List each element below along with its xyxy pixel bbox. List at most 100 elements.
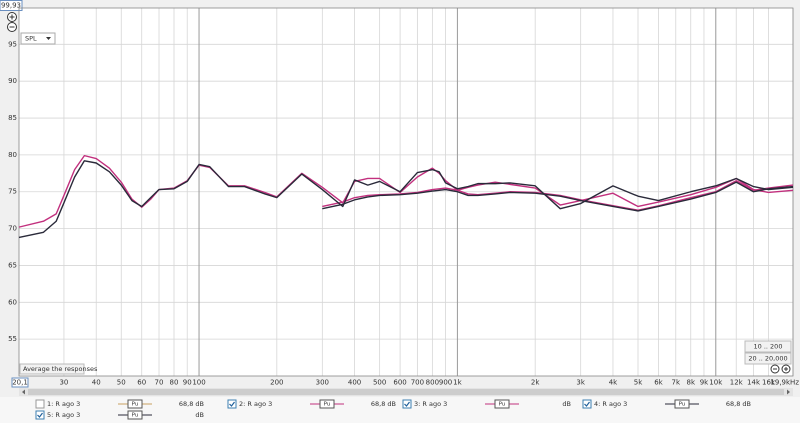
style-label: Pu xyxy=(324,402,331,408)
trace-style-button[interactable]: Pu xyxy=(665,399,699,409)
trace xyxy=(18,160,794,239)
average-label: Average the responses xyxy=(23,365,98,373)
x-tick-label: 90 xyxy=(183,379,192,387)
trace-checkbox[interactable] xyxy=(35,399,45,409)
style-box xyxy=(127,410,143,420)
x-tick-label: 2k xyxy=(531,379,540,387)
range-box xyxy=(0,0,23,11)
trace-level: dB xyxy=(195,411,204,419)
zoom-in-x[interactable] xyxy=(781,364,791,374)
checkbox-box xyxy=(35,399,45,409)
spl-label: SPL xyxy=(25,35,37,43)
style-label: Pu xyxy=(132,402,139,408)
x-tick-label: 80 xyxy=(170,379,179,387)
spl-select[interactable]: SPL xyxy=(20,32,56,45)
zoom-out-x[interactable] xyxy=(770,364,780,374)
trace-style-button[interactable]: Pu xyxy=(118,410,152,420)
trace-checkbox[interactable] xyxy=(35,410,45,420)
x-tick-label: 19,9kHz xyxy=(770,379,799,387)
trace-checkbox[interactable] xyxy=(227,399,237,409)
x-tick-label: 5k xyxy=(634,379,643,387)
trace-style-button[interactable]: Pu xyxy=(118,399,152,409)
y-tick-label: 85 xyxy=(8,114,17,122)
trace xyxy=(322,181,794,212)
style-box xyxy=(319,399,335,409)
style-box xyxy=(674,399,690,409)
x-tick-label: 700 xyxy=(411,379,424,387)
x-tick-label: 30 xyxy=(59,379,68,387)
x-tick-label: 7k xyxy=(672,379,681,387)
style-label: Pu xyxy=(679,402,686,408)
x-tick-label: 500 xyxy=(373,379,386,387)
x-tick-label: 50 xyxy=(117,379,126,387)
x-tick-label: 9k xyxy=(700,379,709,387)
x-tick-label: 900 xyxy=(439,379,452,387)
x-tick-label: 8k xyxy=(686,379,695,387)
average-button[interactable]: Average the responses xyxy=(19,363,98,375)
range-label: 10 .. 200 xyxy=(754,343,783,351)
legend-entry[interactable]: 5: R ago 3 Pu dB xyxy=(35,410,204,420)
y-tick-label: 60 xyxy=(8,298,17,306)
trace xyxy=(322,179,794,211)
plot-border xyxy=(18,7,794,377)
legend-entry[interactable]: 2: R ago 3 Pu 68,8 dB xyxy=(227,399,396,409)
x-tick-label: 70 xyxy=(155,379,164,387)
x-tick-label: 6k xyxy=(654,379,663,387)
x-tick-label: 16k xyxy=(762,379,776,387)
scrollbar[interactable] xyxy=(19,388,793,396)
range-button[interactable]: 20 .. 20,000 xyxy=(744,352,792,365)
checkbox-box xyxy=(35,410,45,420)
trace-name: 1: R ago 3 xyxy=(47,400,80,408)
style-label: Pu xyxy=(132,413,139,419)
trace-style-button[interactable]: Pu xyxy=(485,399,519,409)
range-button[interactable]: 10 .. 200 xyxy=(744,340,792,353)
legend-entry[interactable]: 3: R ago 3 Pu dB xyxy=(402,399,571,409)
x-tick-label: 1k xyxy=(453,379,462,387)
x-tick-label: 60 xyxy=(137,379,146,387)
checkbox-box xyxy=(402,399,412,409)
x-tick-label: 800 xyxy=(426,379,439,387)
checkbox-tick xyxy=(404,401,410,407)
range-label: 20 .. 20,000 xyxy=(748,355,787,363)
trace-checkbox[interactable] xyxy=(582,399,592,409)
trace-name: 5: R ago 3 xyxy=(47,411,80,419)
x-tick-label: 3k xyxy=(576,379,585,387)
trace-style-button[interactable]: Pu xyxy=(310,399,344,409)
y-tick-label: 70 xyxy=(8,225,17,233)
x-tick-label: 20,1 xyxy=(12,379,28,387)
trace-level: 68,8 dB xyxy=(179,400,204,408)
x-tick-label: 12k xyxy=(730,379,744,387)
x-tick-label: 600 xyxy=(393,379,406,387)
checkbox-box xyxy=(227,399,237,409)
x-tick-label: 300 xyxy=(316,379,329,387)
trace-name: 2: R ago 3 xyxy=(239,400,272,408)
x-tick-label: 10k xyxy=(709,379,723,387)
x-tick-label: 4k xyxy=(609,379,618,387)
y-tick-label: 75 xyxy=(8,188,17,196)
trace-level: 68,8 dB xyxy=(371,400,396,408)
style-box xyxy=(494,399,510,409)
x-tick-label: 200 xyxy=(270,379,283,387)
x-tick-label: 14k xyxy=(747,379,761,387)
checkbox-box xyxy=(582,399,592,409)
zoom-out[interactable] xyxy=(7,22,17,32)
legend-entry[interactable]: 1: R ago 3 Pu 68,8 dB xyxy=(35,399,204,409)
y-tick-label: 99,93 xyxy=(1,2,21,10)
checkbox-tick xyxy=(229,401,235,407)
trace-name: 4: R ago 3 xyxy=(594,400,627,408)
legend-entry[interactable]: 4: R ago 3 Pu 68,8 dB xyxy=(582,399,751,409)
y-tick-label: 90 xyxy=(8,77,17,85)
y-tick-label: 65 xyxy=(8,261,17,269)
checkbox-tick xyxy=(584,401,590,407)
trace-level: 68,8 dB xyxy=(726,400,751,408)
x-tick-label: 40 xyxy=(92,379,101,387)
style-label: Pu xyxy=(499,402,506,408)
trace-name: 3: R ago 3 xyxy=(414,400,447,408)
trace-checkbox[interactable] xyxy=(402,399,412,409)
style-box xyxy=(127,399,143,409)
x-tick-label: 100 xyxy=(192,379,205,387)
zoom-in[interactable] xyxy=(7,12,17,22)
y-tick-label: 80 xyxy=(8,151,17,159)
y-tick-label: 55 xyxy=(8,335,17,343)
